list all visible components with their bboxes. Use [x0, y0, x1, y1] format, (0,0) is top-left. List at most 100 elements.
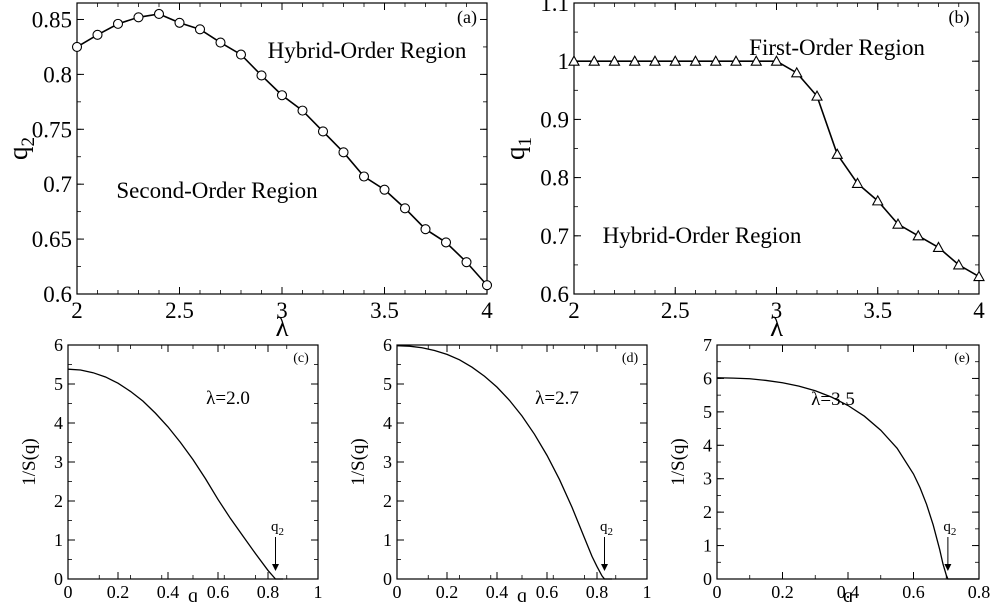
x-tick-label: 0.6: [207, 582, 230, 602]
y-tick-label: 0: [54, 569, 63, 589]
series-line: [396, 345, 612, 580]
q2-label-main: q: [271, 519, 279, 535]
y-tick-label: 5: [703, 402, 712, 422]
y-axis-label-main: q: [500, 146, 530, 160]
data-point: [912, 229, 925, 241]
data-point: [952, 258, 965, 270]
x-tick-label: 2: [568, 298, 580, 323]
y-tick-label: 7: [703, 335, 712, 355]
region-annotation: Hybrid-Order Region: [603, 223, 802, 248]
data-point: [112, 18, 124, 29]
data-point: [588, 55, 601, 66]
x-tick-label: 4: [973, 298, 985, 323]
data-point: [871, 194, 884, 206]
x-tick-label: 0.4: [157, 582, 180, 602]
q2-arrow-label: q2: [943, 519, 956, 538]
y-tick-label: 0.9: [540, 107, 569, 132]
data-point: [399, 203, 411, 214]
x-tick-label: 3: [276, 298, 288, 323]
y-tick-label: 4: [703, 435, 712, 455]
y-axis-label: 1/S(q): [19, 438, 40, 486]
x-tick-label: 2: [71, 298, 83, 323]
panel-label: (b): [949, 7, 970, 28]
panel-label: (c): [293, 351, 309, 366]
x-axis-label: q: [188, 585, 198, 602]
x-tick-label: 0.4: [486, 582, 509, 602]
y-tick-label: 3: [383, 452, 392, 472]
data-point: [481, 280, 493, 291]
data-point: [851, 177, 864, 188]
y-tick-label: 2: [54, 491, 63, 511]
x-tick-label: 0: [713, 582, 722, 602]
x-tick-label: 0.2: [107, 582, 130, 602]
data-point: [628, 55, 641, 66]
q2-label-main: q: [943, 519, 951, 535]
q2-arrow-head: [601, 564, 608, 571]
data-point: [440, 237, 452, 248]
y-tick-label: 0.8: [540, 166, 569, 191]
series-line: [716, 377, 979, 580]
y-tick-label: 4: [54, 413, 63, 433]
data-point: [379, 184, 390, 195]
data-point: [338, 147, 349, 158]
data-point: [215, 37, 226, 48]
x-tick-label: 3.5: [370, 298, 399, 323]
data-point: [932, 241, 945, 252]
q2-arrow-label: q2: [600, 519, 613, 538]
data-point: [174, 17, 185, 28]
y-tick-label: 0.65: [32, 227, 72, 252]
region-annotation: Second-Order Region: [116, 178, 318, 203]
region-annotation: Hybrid-Order Region: [268, 38, 467, 63]
y-tick-label: 0.7: [540, 224, 569, 249]
x-tick-label: 0.8: [586, 582, 609, 602]
data-point: [608, 55, 621, 66]
y-tick-label: 6: [383, 335, 392, 355]
x-tick-label: 0.4: [837, 582, 860, 602]
y-tick-label: 0.85: [32, 7, 72, 32]
y-tick-label: 0.75: [32, 117, 72, 142]
data-point: [811, 89, 823, 101]
data-point: [317, 126, 329, 137]
y-tick-label: 0.6: [540, 282, 569, 307]
data-point: [194, 24, 206, 35]
y-tick-label: 0: [383, 569, 392, 589]
panel-label: (a): [457, 7, 477, 28]
y-tick-label: 0.8: [43, 62, 72, 87]
q2-arrow-head: [944, 564, 952, 571]
y-axis-label: 1/S(q): [348, 438, 369, 486]
data-point: [770, 55, 783, 66]
region-annotation: First-Order Region: [749, 35, 925, 60]
y-tick-label: 2: [383, 491, 392, 511]
q2-arrow-head: [272, 564, 279, 571]
data-point: [689, 55, 702, 66]
y-tick-label: 6: [703, 368, 712, 388]
x-axis-label: q: [843, 585, 853, 602]
region-annotation: λ=2.7: [535, 388, 579, 409]
chart-panel-a: 2 2.5 3 3.5 40.60.650.70.750.80.85λq2(a)Hybr…: [3, 2, 493, 342]
panel-label: (e): [954, 351, 970, 366]
y-tick-label: 3: [54, 452, 63, 472]
series-line: [67, 368, 283, 580]
x-tick-label: 0: [393, 582, 402, 602]
y-axis-label: q2: [3, 137, 39, 160]
chart-panel-b: 2 2.5 3 3.5 40.60.70.80.911.1λq1(b)First-Ord…: [500, 0, 985, 342]
region-annotation: λ=2.0: [206, 388, 250, 409]
y-tick-label: 0: [703, 569, 712, 589]
y-tick-label: 5: [383, 374, 392, 394]
data-point: [669, 55, 682, 66]
data-point: [750, 55, 763, 66]
data-point: [153, 8, 165, 20]
data-point: [709, 55, 722, 66]
q2-label-main: q: [600, 519, 608, 535]
plot-frame: [396, 344, 648, 580]
data-point: [235, 49, 247, 60]
data-point: [256, 70, 267, 81]
x-tick-label: 0.8: [257, 582, 280, 602]
x-tick-label: 1: [314, 582, 323, 602]
x-tick-label: 0.6: [902, 582, 925, 602]
x-tick-label: 0: [64, 582, 73, 602]
y-axis-label: q1: [500, 137, 536, 160]
y-tick-label: 4: [383, 413, 392, 433]
